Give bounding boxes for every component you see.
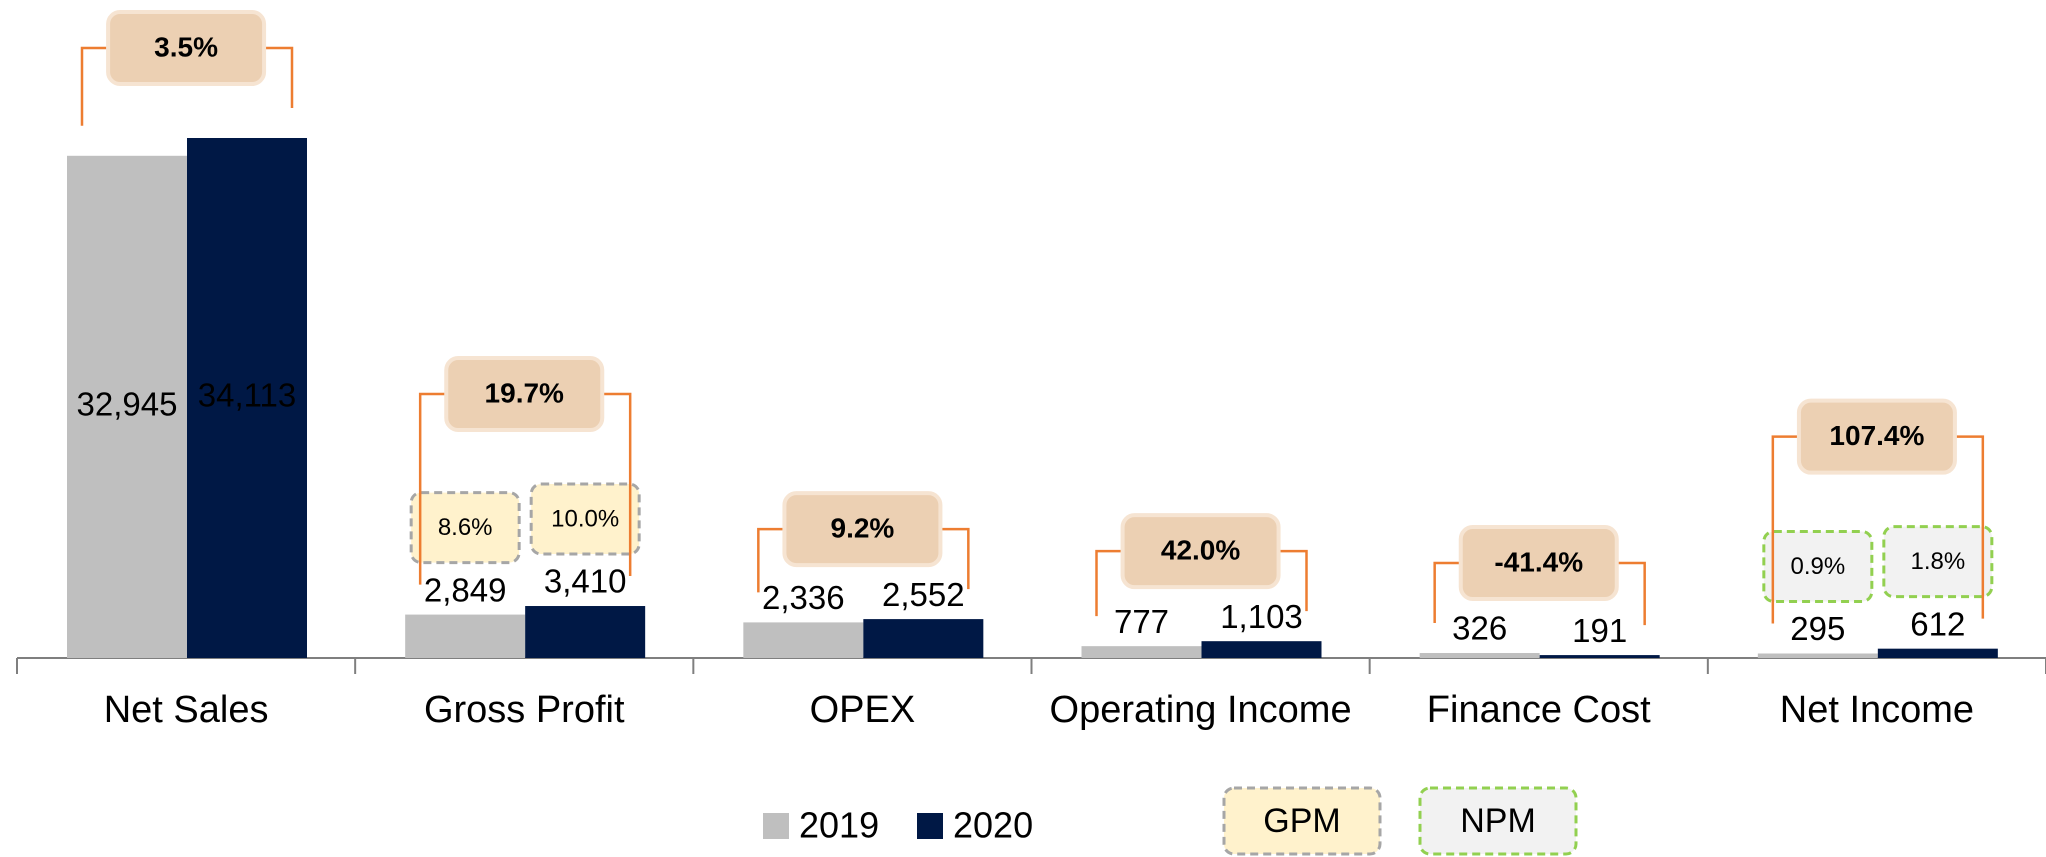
- value-label: 191: [1572, 612, 1627, 649]
- growth-box: [1796, 398, 1957, 475]
- value-label: 326: [1452, 610, 1507, 647]
- margin-box: [529, 482, 641, 556]
- legend-swatch: [763, 813, 789, 839]
- margin-box: [1762, 530, 1874, 604]
- growth-box: [106, 10, 267, 86]
- bar: [743, 622, 864, 658]
- legend-margin-label: NPM: [1460, 802, 1536, 840]
- bar: [1877, 648, 1998, 658]
- margin-label: 1.8%: [1910, 548, 1965, 575]
- bar: [1081, 646, 1202, 658]
- bar: [67, 155, 187, 658]
- growth-box: [782, 491, 943, 568]
- value-label: 32,945: [77, 386, 178, 423]
- margin-label: 10.0%: [551, 505, 619, 532]
- value-label: 777: [1114, 603, 1169, 640]
- growth-label: 107.4%: [1829, 420, 1924, 451]
- bar: [863, 619, 984, 658]
- x-tick-label: Net Income: [1780, 689, 1974, 731]
- value-label: 1,103: [1220, 598, 1303, 635]
- legend-label: 2019: [799, 805, 879, 846]
- value-label: 295: [1790, 610, 1845, 647]
- bar: [1201, 641, 1322, 658]
- bar: [187, 138, 307, 658]
- legend-label: 2020: [953, 805, 1033, 846]
- margin-box: [409, 491, 521, 565]
- bar: [525, 606, 646, 658]
- bar: [1539, 655, 1660, 658]
- margin-box: [1882, 525, 1994, 599]
- x-tick-label: Finance Cost: [1427, 689, 1651, 731]
- value-label: 34,113: [198, 377, 296, 414]
- value-label: 612: [1910, 605, 1965, 642]
- legend-margin-box: [1222, 786, 1382, 856]
- x-tick-label: Net Sales: [104, 689, 269, 731]
- value-label: 2,849: [424, 571, 507, 608]
- growth-label: 9.2%: [831, 512, 895, 543]
- x-tick-label: Operating Income: [1050, 689, 1352, 731]
- legend-margin-box: [1418, 786, 1578, 856]
- growth-label: 42.0%: [1161, 535, 1240, 566]
- legend-margin-label: GPM: [1263, 802, 1340, 840]
- bar: [1757, 653, 1878, 658]
- value-label: 2,336: [762, 579, 845, 616]
- margin-label: 0.9%: [1790, 553, 1845, 580]
- x-tick-label: Gross Profit: [424, 689, 625, 731]
- growth-box: [1120, 513, 1281, 590]
- growth-label: 19.7%: [485, 377, 564, 408]
- value-label: 2,552: [882, 576, 965, 613]
- bar: [1419, 653, 1540, 658]
- legend-swatch: [917, 813, 943, 839]
- x-tick-label: OPEX: [810, 689, 916, 731]
- growth-label: -41.4%: [1494, 546, 1583, 577]
- margin-label: 8.6%: [438, 514, 493, 541]
- growth-box: [1458, 525, 1619, 602]
- growth-box: [444, 356, 605, 433]
- bar: [405, 614, 526, 658]
- value-label: 3,410: [544, 563, 627, 600]
- growth-label: 3.5%: [154, 31, 218, 62]
